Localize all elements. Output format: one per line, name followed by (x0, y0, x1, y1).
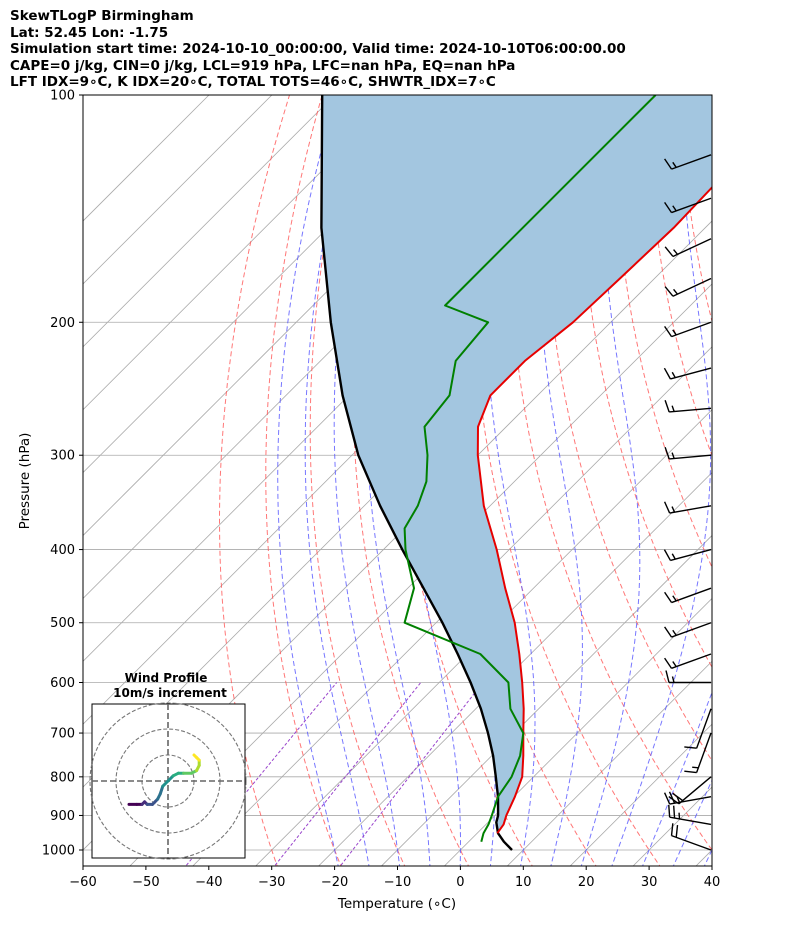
hodograph-ring (89, 702, 247, 860)
x-tick-label: −10 (384, 875, 411, 890)
wind-barb (668, 804, 712, 826)
x-tick-label: 20 (578, 875, 595, 890)
inset-title: Wind Profile (125, 671, 208, 685)
wind-barb (664, 277, 712, 297)
wind-barb (664, 446, 712, 460)
wind-barb (663, 501, 712, 514)
dry-adiabat-line (265, 95, 342, 866)
y-tick-label: 600 (50, 676, 75, 691)
y-axis-label: Pressure (hPa) (17, 433, 33, 530)
dry-adiabat-line (219, 95, 290, 866)
wind-barb (664, 653, 712, 669)
y-tick-label: 1000 (42, 844, 75, 859)
y-tick-label: 900 (50, 809, 75, 824)
dewpoint-profile-line (403, 95, 657, 842)
wind-barb (684, 708, 712, 749)
hodograph-segment (192, 753, 199, 760)
dry-adiabat-line (647, 95, 712, 457)
moist-adiabat-line (333, 95, 401, 866)
axes: −60 −50 −40 −30 −20 −10 0 10 20 30 40 100 200 300 400 5… (42, 89, 720, 891)
index-line: LFT IDX=9∘C, K IDX=20∘C, TOTAL TOTS=46∘C… (10, 74, 496, 90)
wind-barb (665, 670, 711, 684)
y-tick-label: 300 (50, 449, 75, 464)
wind-barb (663, 367, 712, 380)
isotherm-line (569, 723, 712, 866)
moist-adiabat-line (277, 95, 339, 866)
wind-barb (664, 154, 712, 170)
x-tick-label: −50 (132, 875, 159, 890)
wind-barb (664, 622, 712, 638)
wind-barb (664, 238, 712, 258)
dry-adiabat-line (713, 95, 794, 869)
wind-barb (664, 587, 712, 604)
y-tick-label: 700 (50, 727, 75, 742)
time-line: Simulation start time: 2024-10-10_00:00:… (10, 41, 626, 57)
temperature-profile-line (476, 185, 712, 834)
moist-adiabat-line (537, 95, 583, 866)
x-tick-label: −40 (195, 875, 222, 890)
wind-profile-inset: Wind Profile 10m/s increment (89, 671, 247, 860)
dry-adiabat-line (746, 95, 794, 869)
mixing-ratio-line (339, 682, 484, 866)
y-tick-label: 100 (50, 89, 75, 104)
x-tick-label: 30 (641, 875, 658, 890)
isotherm-line (129, 283, 712, 866)
moist-adiabat-line (672, 778, 712, 866)
x-tick-label: −20 (321, 875, 348, 890)
wind-barb (664, 197, 712, 214)
wind-barb (664, 321, 712, 338)
dry-adiabat-line (778, 95, 794, 869)
isotherm-line (192, 346, 712, 866)
moist-adiabat-line (580, 95, 641, 866)
wind-barb (684, 732, 712, 774)
data-layer (320, 95, 712, 851)
y-tick-label: 200 (50, 316, 75, 331)
isotherm-line (83, 95, 273, 285)
isotherm-line (255, 409, 712, 866)
dry-adiabat-line (614, 95, 712, 569)
wind-barb (663, 548, 712, 562)
inset-subtitle: 10m/s increment (113, 686, 227, 700)
dry-adiabat-line (545, 95, 712, 762)
isotherm-line (83, 95, 398, 411)
isotherm-line (443, 597, 712, 866)
moist-adiabat-line (703, 848, 712, 866)
x-tick-label: 40 (704, 875, 721, 890)
wind-barb (664, 400, 712, 413)
x-tick-label: −30 (258, 875, 285, 890)
parcel-profile-line (320, 95, 513, 851)
wind-barb (668, 776, 712, 805)
moist-adiabat-line (642, 691, 712, 866)
chart-title: SkewTLogP Birmingham (10, 8, 194, 24)
isotherm-line (695, 849, 712, 866)
y-tick-label: 400 (50, 543, 75, 558)
isotherm-line (83, 95, 336, 348)
moist-adiabat-line (484, 95, 536, 866)
isotherm-line (506, 660, 712, 866)
location-line: Lat: 52.45 Lon: -1.75 (10, 24, 169, 41)
parcel-shading (321, 95, 712, 834)
y-tick-label: 800 (50, 770, 75, 785)
chart-header: SkewTLogP Birmingham Lat: 52.45 Lon: -1.… (10, 8, 626, 91)
y-tick-label: 500 (50, 616, 75, 631)
x-tick-label: 10 (515, 875, 532, 890)
moist-adiabat-line (304, 95, 370, 866)
x-axis-label: Temperature (∘C) (337, 896, 456, 912)
dry-adiabat-line (352, 95, 470, 866)
dry-adiabat-line (309, 95, 406, 866)
wind-barb (670, 823, 712, 851)
wind-barbs (663, 154, 712, 851)
cape-line: CAPE=0 j/kg, CIN=0 j/kg, LCL=919 hPa, LF… (10, 57, 516, 74)
x-tick-label: −60 (69, 875, 96, 890)
isotherm-line (318, 472, 712, 866)
dry-adiabat-line (509, 95, 712, 851)
mixing-ratio-line (273, 682, 422, 866)
dry-adiabat-line (679, 95, 712, 324)
x-tick-label: 0 (456, 875, 464, 890)
